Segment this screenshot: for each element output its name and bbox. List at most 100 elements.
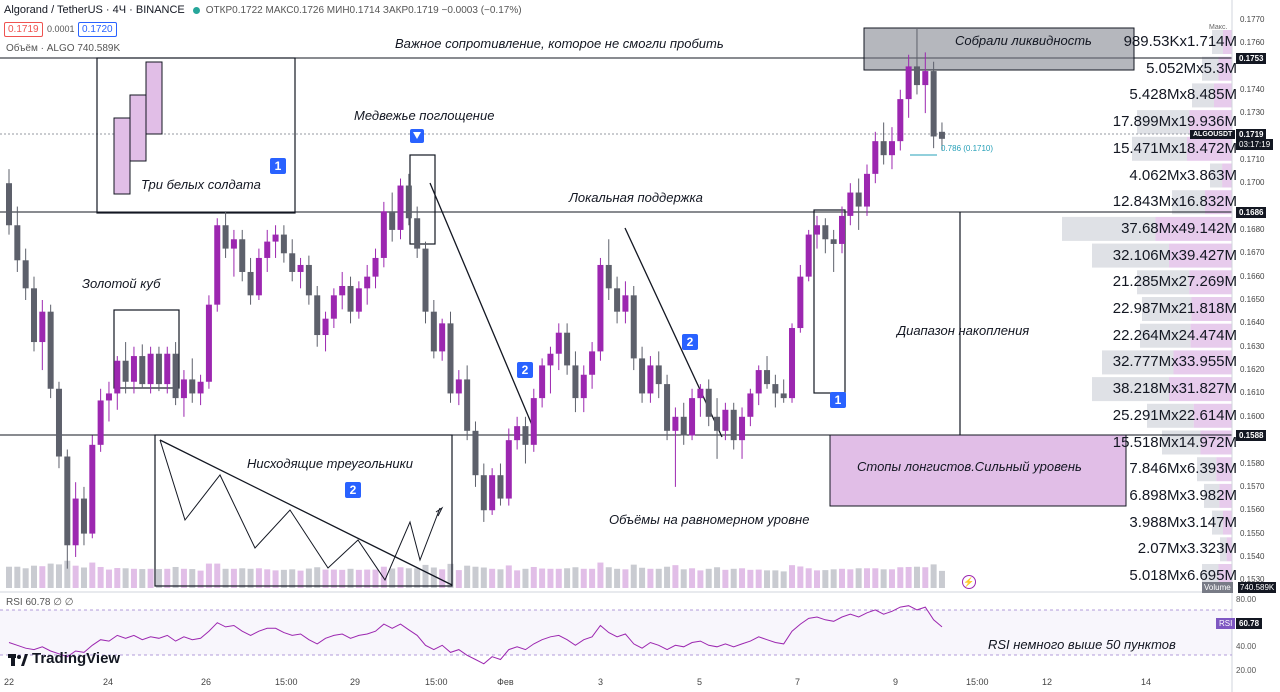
pattern-badge-2b[interactable]: 2: [682, 334, 698, 350]
candle-body[interactable]: [772, 384, 779, 394]
candle-body[interactable]: [664, 384, 671, 431]
golden-cube-box[interactable]: [113, 309, 180, 389]
annotation-golden-cube[interactable]: Золотой куб: [82, 276, 161, 291]
candle-body[interactable]: [6, 183, 12, 226]
candle-body[interactable]: [522, 426, 529, 445]
candle-body[interactable]: [272, 234, 279, 242]
candle-body[interactable]: [622, 295, 629, 312]
candle-body[interactable]: [539, 365, 546, 399]
candle-body[interactable]: [564, 332, 571, 366]
candle-body[interactable]: [888, 141, 895, 156]
candle-body[interactable]: [863, 173, 870, 207]
candle-body[interactable]: [922, 71, 929, 86]
candle-body[interactable]: [689, 398, 696, 436]
candle-body[interactable]: [447, 323, 454, 394]
candle-body[interactable]: [589, 351, 596, 375]
candle-body[interactable]: [239, 239, 246, 272]
tradingview-logo[interactable]: TradingView: [8, 650, 120, 667]
candle-body[interactable]: [705, 388, 712, 417]
candle-body[interactable]: [938, 131, 945, 139]
candle-body[interactable]: [380, 211, 387, 258]
candle-body[interactable]: [464, 379, 471, 431]
pattern-badge-2a[interactable]: 2: [517, 362, 533, 378]
candle-body[interactable]: [797, 276, 804, 329]
candle-body[interactable]: [855, 192, 862, 207]
lightning-icon[interactable]: ⚡: [962, 575, 976, 589]
candle-body[interactable]: [39, 311, 46, 343]
candle-body[interactable]: [155, 353, 162, 385]
annotation-accumulation[interactable]: Диапазон накопления: [897, 323, 1030, 338]
candle-body[interactable]: [130, 356, 137, 382]
engulfing-box[interactable]: [409, 154, 436, 245]
candle-body[interactable]: [372, 257, 379, 277]
candle-body[interactable]: [214, 225, 221, 305]
candle-body[interactable]: [755, 370, 762, 394]
candle-body[interactable]: [139, 356, 146, 385]
candle-body[interactable]: [555, 332, 562, 354]
candle-body[interactable]: [314, 295, 321, 336]
accumulation-box[interactable]: [813, 209, 846, 394]
candle-body[interactable]: [514, 426, 521, 441]
candle-body[interactable]: [455, 379, 462, 394]
candle-body[interactable]: [255, 257, 262, 296]
candle-body[interactable]: [897, 99, 904, 142]
candle-body[interactable]: [747, 393, 754, 417]
pattern-badge-2c[interactable]: 2: [345, 482, 361, 498]
candle-body[interactable]: [880, 141, 887, 156]
candle-body[interactable]: [913, 66, 920, 86]
candle-body[interactable]: [222, 225, 229, 249]
candle-body[interactable]: [364, 276, 371, 289]
candle-body[interactable]: [264, 241, 271, 258]
candle-body[interactable]: [172, 353, 179, 399]
candle-body[interactable]: [905, 66, 912, 100]
candle-body[interactable]: [30, 288, 37, 343]
candle-body[interactable]: [647, 365, 654, 394]
candle-body[interactable]: [805, 234, 812, 277]
candle-body[interactable]: [247, 271, 254, 296]
candle-body[interactable]: [580, 374, 587, 399]
candle-body[interactable]: [605, 264, 612, 289]
three-soldiers-box[interactable]: [96, 57, 296, 214]
candle-body[interactable]: [80, 498, 87, 534]
candle-body[interactable]: [780, 393, 787, 399]
candle-body[interactable]: [839, 215, 845, 244]
annotation-volumes[interactable]: Объёмы на равномерном уровне: [609, 512, 810, 527]
candle-body[interactable]: [764, 370, 771, 385]
triangles-box[interactable]: [154, 434, 453, 587]
candle-body[interactable]: [72, 498, 79, 546]
candle-body[interactable]: [189, 379, 196, 394]
candle-body[interactable]: [547, 353, 554, 366]
symbol-title[interactable]: Algorand / TetherUS · 4Ч · BINANCE: [4, 4, 185, 16]
annotation-local-support[interactable]: Локальная поддержка: [569, 190, 703, 205]
candle-body[interactable]: [530, 398, 537, 445]
candle-body[interactable]: [389, 211, 396, 230]
long-stops-box[interactable]: [829, 434, 1127, 507]
candle-body[interactable]: [355, 288, 362, 312]
candle-body[interactable]: [322, 318, 329, 336]
annotation-bearish-engulfing[interactable]: Медвежье поглощение: [354, 108, 495, 123]
candle-body[interactable]: [55, 388, 62, 457]
candle-body[interactable]: [630, 295, 637, 359]
candle-body[interactable]: [672, 416, 679, 431]
annotation-rsi[interactable]: RSI немного выше 50 пунктов: [988, 637, 1176, 652]
candle-body[interactable]: [330, 295, 337, 319]
candle-body[interactable]: [489, 475, 496, 511]
candle-body[interactable]: [47, 311, 54, 389]
candle-body[interactable]: [180, 379, 187, 399]
candle-body[interactable]: [789, 328, 796, 399]
candle-body[interactable]: [22, 260, 29, 289]
candle-body[interactable]: [147, 353, 154, 385]
candle-body[interactable]: [680, 416, 687, 436]
candle-body[interactable]: [305, 264, 312, 296]
annotation-resistance[interactable]: Важное сопротивление, которое не смогли …: [395, 36, 724, 51]
candle-body[interactable]: [230, 239, 237, 249]
candle-body[interactable]: [197, 381, 204, 394]
candle-body[interactable]: [730, 409, 737, 441]
candle-body[interactable]: [422, 248, 429, 312]
candle-body[interactable]: [347, 285, 354, 312]
candle-body[interactable]: [339, 285, 346, 296]
candle-body[interactable]: [164, 353, 171, 385]
candle-body[interactable]: [722, 409, 729, 431]
annotation-long-stops[interactable]: Стопы лонгистов.Сильный уровень: [857, 459, 1082, 474]
